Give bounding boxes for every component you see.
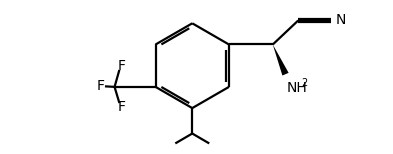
Text: F: F <box>97 79 105 93</box>
Text: NH: NH <box>287 81 308 95</box>
Text: 2: 2 <box>301 78 307 88</box>
Polygon shape <box>273 45 288 75</box>
Text: N: N <box>336 14 346 27</box>
Text: F: F <box>118 59 126 73</box>
Text: F: F <box>118 100 126 114</box>
